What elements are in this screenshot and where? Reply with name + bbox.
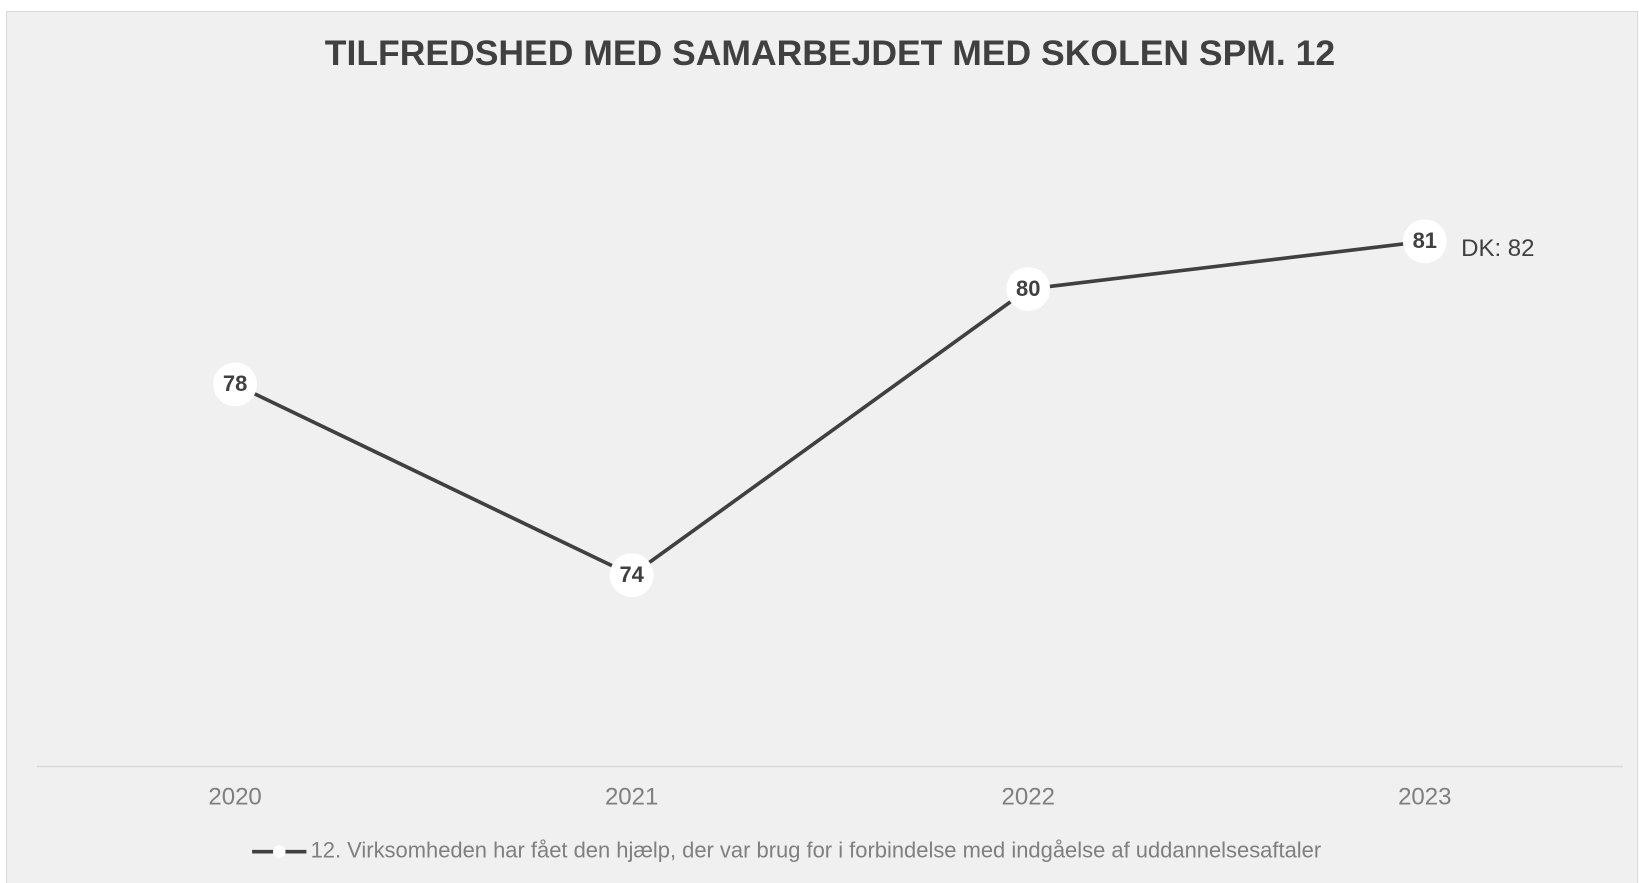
x-tick-label: 2022: [1002, 784, 1055, 811]
x-tick-label: 2020: [208, 784, 261, 811]
data-label: 74: [619, 562, 644, 587]
data-point: [213, 362, 258, 407]
legend-marker: [272, 845, 286, 858]
x-tick-label: 2023: [1398, 784, 1451, 811]
series-line: [234, 239, 1426, 578]
annotation: DK: 82: [1461, 235, 1534, 262]
data-point: [1402, 219, 1447, 264]
data-point: [609, 553, 654, 598]
data-label: 80: [1016, 276, 1040, 301]
data-label: 81: [1413, 228, 1437, 253]
data-point: [1006, 267, 1051, 311]
chart-background: [5, 10, 1639, 883]
x-tick-label: 2021: [605, 784, 658, 811]
chart-title: TILFREDSHED MED SAMARBEJDET MED SKOLEN S…: [325, 33, 1335, 73]
data-label: 78: [223, 371, 247, 396]
legend-label: 12. Virksomheden har fået den hjælp, der…: [311, 837, 1322, 862]
